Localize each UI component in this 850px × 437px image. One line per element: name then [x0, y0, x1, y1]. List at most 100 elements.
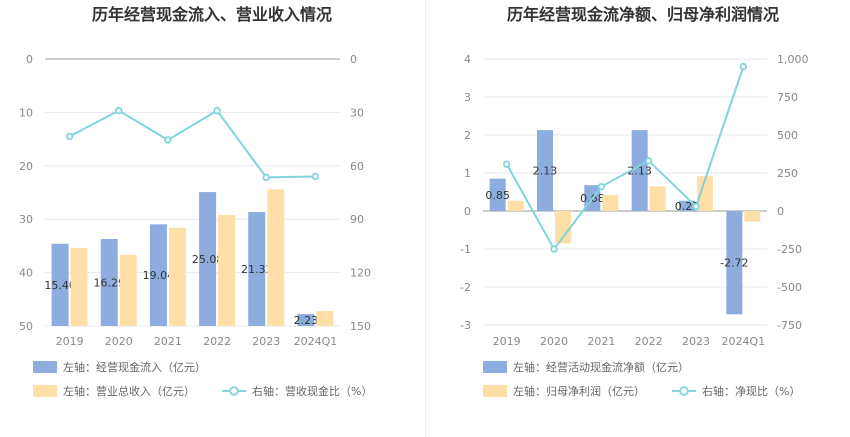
- line-series: [69, 109, 316, 179]
- y-right-tick-label: 0: [777, 205, 784, 218]
- line-point: [164, 136, 172, 144]
- y-right-tick-label: 0: [350, 53, 357, 66]
- bar-series-1: [199, 192, 217, 326]
- bar-data-label: 25.08: [192, 253, 224, 266]
- y-right-tick-label: 250: [777, 167, 798, 180]
- legend-swatch-series-1: [483, 361, 507, 373]
- legend-swatch-line-marker: [679, 386, 689, 396]
- bar-series-1: [679, 200, 695, 211]
- bar-series-1: [489, 178, 506, 211]
- bar-data-label: 2.23: [294, 314, 319, 327]
- panel-divider: [425, 0, 426, 437]
- legend-swatch-series-1: [33, 361, 57, 373]
- legend-swatch-series-2: [483, 385, 507, 397]
- legend-label: 右轴：净现比（%）: [702, 384, 800, 398]
- bar-data-label: 2.13: [533, 165, 558, 178]
- x-tick-label: 2022: [635, 335, 663, 348]
- x-tick-label: 2020: [105, 335, 133, 348]
- y-right-tick-label: 1,000: [777, 53, 809, 66]
- legend-label: 右轴：营收现金比（%）: [252, 384, 372, 398]
- bar-data-label: 2.13: [627, 165, 652, 178]
- y-right-tick-label: 120: [350, 267, 371, 280]
- y-left-tick-label: 40: [19, 267, 33, 280]
- y-left-tick-label: 50: [19, 320, 33, 333]
- x-tick-label: 2019: [493, 335, 521, 348]
- y-left-tick-label: 3: [464, 91, 471, 104]
- bar-series-1: [726, 211, 743, 315]
- line-series: [505, 66, 745, 251]
- y-right-tick-label: 500: [777, 129, 798, 142]
- line-point: [213, 106, 221, 115]
- bar-series-2: [119, 254, 137, 326]
- legend-swatch-line-marker: [229, 386, 239, 396]
- x-tick-label: 2023: [252, 335, 280, 348]
- y-left-tick-label: 4: [464, 53, 471, 66]
- bar-series-2: [744, 211, 761, 222]
- bar-series-1: [631, 130, 648, 211]
- bar-series-2: [507, 200, 524, 211]
- bar-series-1: [297, 314, 315, 326]
- bar-data-label: 0.85: [485, 189, 510, 202]
- y-left-tick-label: -3: [460, 319, 471, 332]
- x-tick-label: 2019: [56, 335, 84, 348]
- y-right-tick-label: 30: [350, 106, 364, 119]
- bar-series-1: [51, 243, 69, 326]
- line-point: [739, 62, 748, 71]
- bar-series-2: [555, 211, 571, 244]
- chart-title: 历年经营现金流入、营业收入情况: [92, 5, 332, 24]
- bar-data-label: -2.72: [720, 257, 748, 270]
- y-right-tick-label: -250: [777, 243, 802, 256]
- bar-series-1: [100, 239, 118, 326]
- y-left-tick-label: 2: [464, 129, 471, 142]
- legend-label: 左轴：归母净利润（亿元）: [513, 384, 645, 398]
- x-tick-label: 2022: [203, 335, 231, 348]
- legend-swatch-series-2: [33, 385, 57, 397]
- x-tick-label: 2021: [154, 335, 182, 348]
- line-point: [65, 132, 74, 141]
- line-point: [502, 160, 511, 168]
- bar-data-label: 15.40: [44, 279, 76, 292]
- bar-series-2: [316, 311, 334, 326]
- bar-series-1: [248, 212, 266, 326]
- y-right-tick-label: 90: [350, 213, 364, 226]
- line-point: [311, 172, 320, 181]
- line-point: [644, 157, 653, 165]
- bar-data-label: 21.33: [241, 263, 273, 276]
- bar-series-2: [218, 214, 236, 326]
- x-tick-label: 2024Q1: [722, 335, 766, 348]
- bar-series-2: [602, 195, 619, 211]
- y-left-tick-label: 30: [19, 213, 33, 226]
- y-left-tick-label: -1: [460, 243, 471, 256]
- y-right-tick-label: 60: [350, 160, 364, 173]
- y-left-tick-label: 10: [19, 106, 33, 119]
- chart-title: 历年经营现金流净额、归母净利润情况: [507, 5, 779, 24]
- y-left-tick-label: 0: [464, 205, 471, 218]
- y-left-tick-label: 1: [464, 167, 471, 180]
- y-right-tick-label: -750: [777, 319, 802, 332]
- line-point: [692, 202, 700, 211]
- bar-series-1: [537, 130, 553, 211]
- bar-series-2: [697, 176, 713, 211]
- bar-series-1: [149, 224, 167, 326]
- x-tick-label: 2024Q1: [294, 335, 338, 348]
- x-tick-label: 2020: [540, 335, 568, 348]
- line-point: [262, 173, 270, 182]
- y-left-tick-label: 20: [19, 160, 33, 173]
- bar-data-label: 19.04: [143, 269, 175, 282]
- y-left-tick-label: 0: [26, 53, 33, 66]
- y-right-tick-label: -500: [777, 281, 802, 294]
- x-tick-label: 2021: [587, 335, 615, 348]
- line-point: [550, 245, 558, 253]
- bar-series-2: [267, 189, 285, 326]
- legend-label: 左轴：经营现金流入（亿元）: [63, 360, 206, 374]
- line-point: [115, 106, 123, 115]
- legend-label: 左轴：经营活动现金流净额（亿元）: [513, 360, 689, 374]
- bar-data-label: 16.29: [94, 277, 126, 290]
- y-left-tick-label: -2: [460, 281, 471, 294]
- y-right-tick-label: 150: [350, 320, 371, 333]
- legend-label: 左轴：营业总收入（亿元）: [63, 384, 195, 398]
- y-right-tick-label: 750: [777, 91, 798, 104]
- x-tick-label: 2023: [682, 335, 710, 348]
